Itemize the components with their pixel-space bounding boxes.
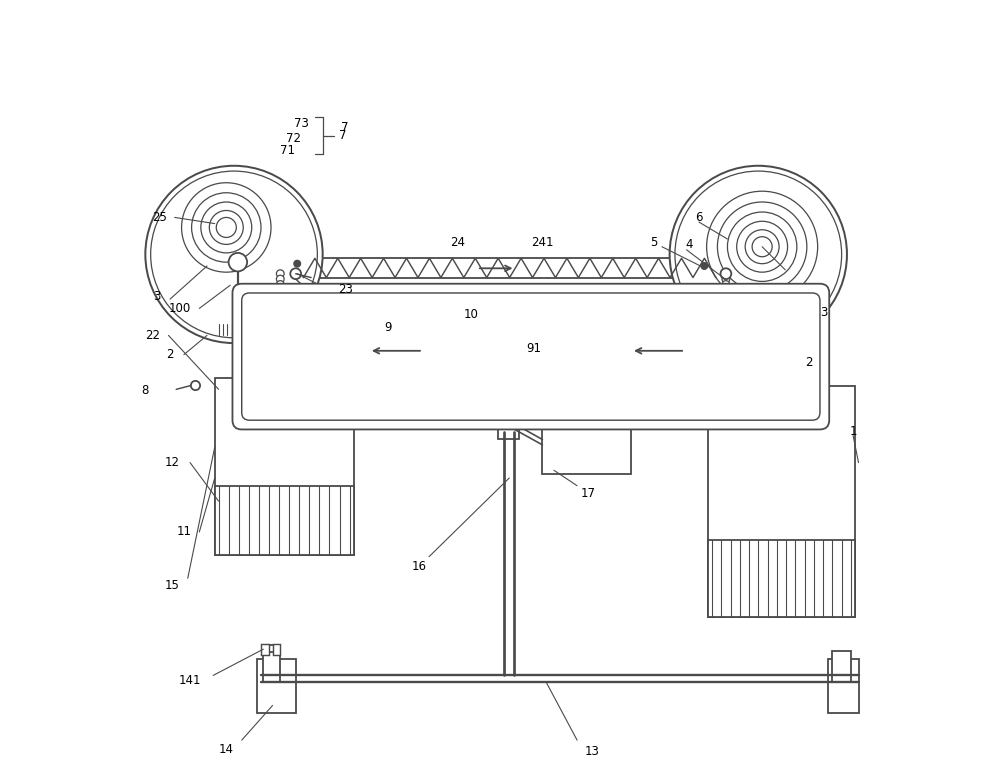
Bar <box>708 540 855 617</box>
Circle shape <box>701 263 707 269</box>
Circle shape <box>722 275 730 283</box>
Circle shape <box>151 171 317 338</box>
Text: 2: 2 <box>166 348 174 361</box>
Text: 2: 2 <box>805 356 812 369</box>
Bar <box>215 486 354 555</box>
Circle shape <box>675 171 842 338</box>
Circle shape <box>276 275 284 283</box>
Text: 13: 13 <box>585 746 600 758</box>
Circle shape <box>216 217 236 237</box>
FancyBboxPatch shape <box>232 284 829 429</box>
Text: 7: 7 <box>339 130 346 142</box>
Circle shape <box>192 193 261 262</box>
Bar <box>832 651 851 682</box>
Text: 10: 10 <box>464 308 479 321</box>
Bar <box>257 659 296 713</box>
Bar <box>215 322 253 335</box>
Text: 22: 22 <box>146 329 161 342</box>
Text: 73: 73 <box>294 117 309 130</box>
Text: 8: 8 <box>142 384 149 396</box>
Circle shape <box>209 210 243 244</box>
Bar <box>747 370 797 382</box>
Circle shape <box>722 286 730 294</box>
Bar <box>774 378 793 393</box>
Bar <box>263 645 280 652</box>
Bar <box>283 382 294 389</box>
Text: 12: 12 <box>165 456 180 469</box>
Text: 23: 23 <box>338 283 353 295</box>
Text: 141: 141 <box>179 674 201 686</box>
Bar <box>215 378 354 555</box>
Text: 5: 5 <box>651 237 658 249</box>
Bar <box>273 370 292 386</box>
Text: 25: 25 <box>152 211 167 224</box>
Bar <box>261 644 269 655</box>
Circle shape <box>276 286 284 294</box>
Circle shape <box>722 281 730 288</box>
Bar <box>828 659 859 713</box>
Circle shape <box>717 202 807 291</box>
Text: 6: 6 <box>695 211 703 224</box>
Circle shape <box>707 191 818 302</box>
Circle shape <box>752 237 772 257</box>
Circle shape <box>721 268 731 279</box>
Text: 91: 91 <box>526 342 541 355</box>
Circle shape <box>229 253 247 271</box>
Bar <box>498 426 519 439</box>
Text: 72: 72 <box>286 133 301 145</box>
Circle shape <box>201 202 252 253</box>
Text: 100: 100 <box>169 302 191 315</box>
Bar <box>542 416 631 474</box>
Text: 3: 3 <box>153 291 161 303</box>
Text: 14: 14 <box>219 743 234 756</box>
Circle shape <box>727 212 797 281</box>
Circle shape <box>290 268 301 279</box>
Text: 3: 3 <box>820 306 828 318</box>
FancyBboxPatch shape <box>242 293 820 420</box>
Bar <box>269 382 280 389</box>
Text: 241: 241 <box>531 237 554 249</box>
Bar <box>280 366 286 374</box>
Circle shape <box>276 270 284 278</box>
Text: 4: 4 <box>685 238 693 251</box>
Text: 7: 7 <box>341 121 348 133</box>
Bar <box>273 644 280 655</box>
Text: 15: 15 <box>165 580 180 592</box>
Circle shape <box>745 230 779 264</box>
Circle shape <box>737 221 788 272</box>
Text: 16: 16 <box>412 561 427 573</box>
Bar <box>708 386 855 617</box>
Circle shape <box>276 281 284 288</box>
Text: 1: 1 <box>849 426 857 438</box>
Text: 17: 17 <box>581 487 596 500</box>
Bar <box>263 651 280 682</box>
Circle shape <box>722 270 730 278</box>
Circle shape <box>191 381 200 390</box>
Text: 71: 71 <box>280 144 295 157</box>
Circle shape <box>670 166 847 343</box>
Text: 24: 24 <box>450 237 465 249</box>
Bar <box>751 378 770 393</box>
Circle shape <box>294 261 300 267</box>
Circle shape <box>182 183 271 272</box>
Text: 9: 9 <box>384 322 392 334</box>
Circle shape <box>145 166 323 343</box>
Text: 11: 11 <box>176 526 191 538</box>
